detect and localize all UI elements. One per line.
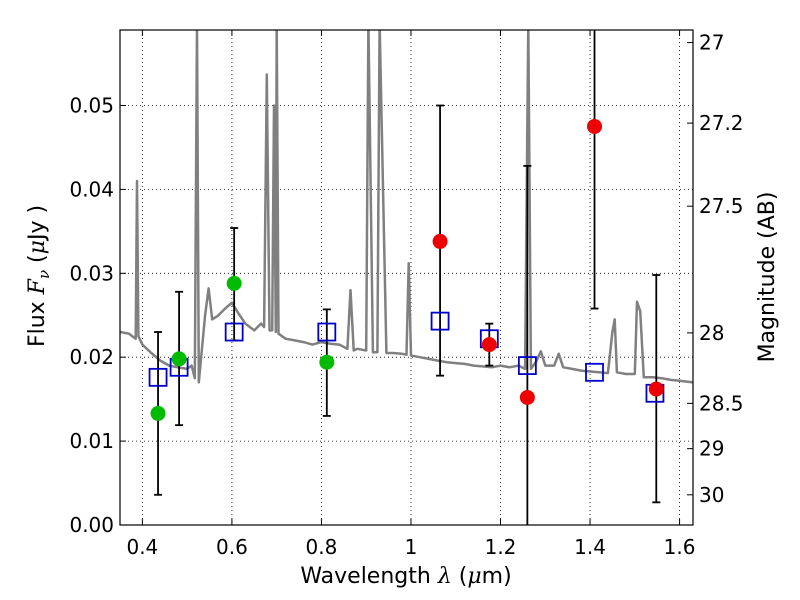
- y-tick-label: 0.03: [69, 261, 114, 285]
- y-tick-label: 0.00: [69, 513, 114, 537]
- detection-point: [150, 405, 166, 421]
- y-tick-label: 0.04: [69, 177, 114, 201]
- x-tick-label: 0.8: [306, 535, 338, 559]
- detection-point: [481, 337, 497, 353]
- detection-point: [587, 118, 603, 134]
- detection-point: [226, 275, 242, 291]
- model-photometry-square: [224, 322, 244, 342]
- detection-point: [519, 389, 535, 405]
- detection-point: [319, 354, 335, 370]
- y2-tick-label: 28: [699, 321, 724, 345]
- y2-tick-label: 27: [699, 31, 724, 55]
- model-photometry-square: [585, 362, 604, 382]
- model-photometry-square: [317, 322, 337, 342]
- y2-tick-label: 27.2: [699, 111, 744, 135]
- x-tick-label: 0.6: [216, 535, 248, 559]
- x-tick-label: 1: [405, 535, 418, 559]
- y-tick-label: 0.02: [69, 345, 114, 369]
- x-tick-label: 1.2: [485, 535, 517, 559]
- y2-tick-label: 29: [699, 437, 724, 461]
- sed-curve: [120, 30, 693, 384]
- y-axis-title: Flux Fν (μJy ): [25, 205, 53, 347]
- model-photometry-square: [430, 311, 450, 331]
- grid-lines: [120, 30, 693, 526]
- data-markers: [148, 118, 665, 421]
- x-tick-label: 0.4: [126, 535, 158, 559]
- y2-tick-label: 28.5: [699, 391, 744, 415]
- y-tick-label: 0.05: [69, 94, 114, 118]
- plot-frame: [119, 29, 694, 526]
- detection-point: [648, 381, 664, 397]
- model-photometry-square: [517, 356, 537, 375]
- detection-point: [432, 233, 448, 249]
- y2-axis-title: Magnitude (AB): [755, 192, 780, 363]
- y2-tick-label: 27.5: [699, 194, 744, 218]
- model-photometry-square: [148, 367, 168, 387]
- y-tick-label: 0.01: [69, 429, 114, 453]
- axis-ticks: 0.4 0.6 0.8 1 1.2 1.4 1.6 0.00 0.01 0.02 0.03 0.04 0…: [69, 30, 744, 559]
- y2-tick-label: 30: [699, 483, 724, 507]
- x-tick-label: 1.4: [574, 535, 606, 559]
- detection-point: [171, 351, 187, 367]
- x-axis-title: Wavelength λ (μm): [300, 564, 511, 589]
- sed-line: [120, 30, 693, 384]
- x-tick-label: 1.6: [664, 535, 696, 559]
